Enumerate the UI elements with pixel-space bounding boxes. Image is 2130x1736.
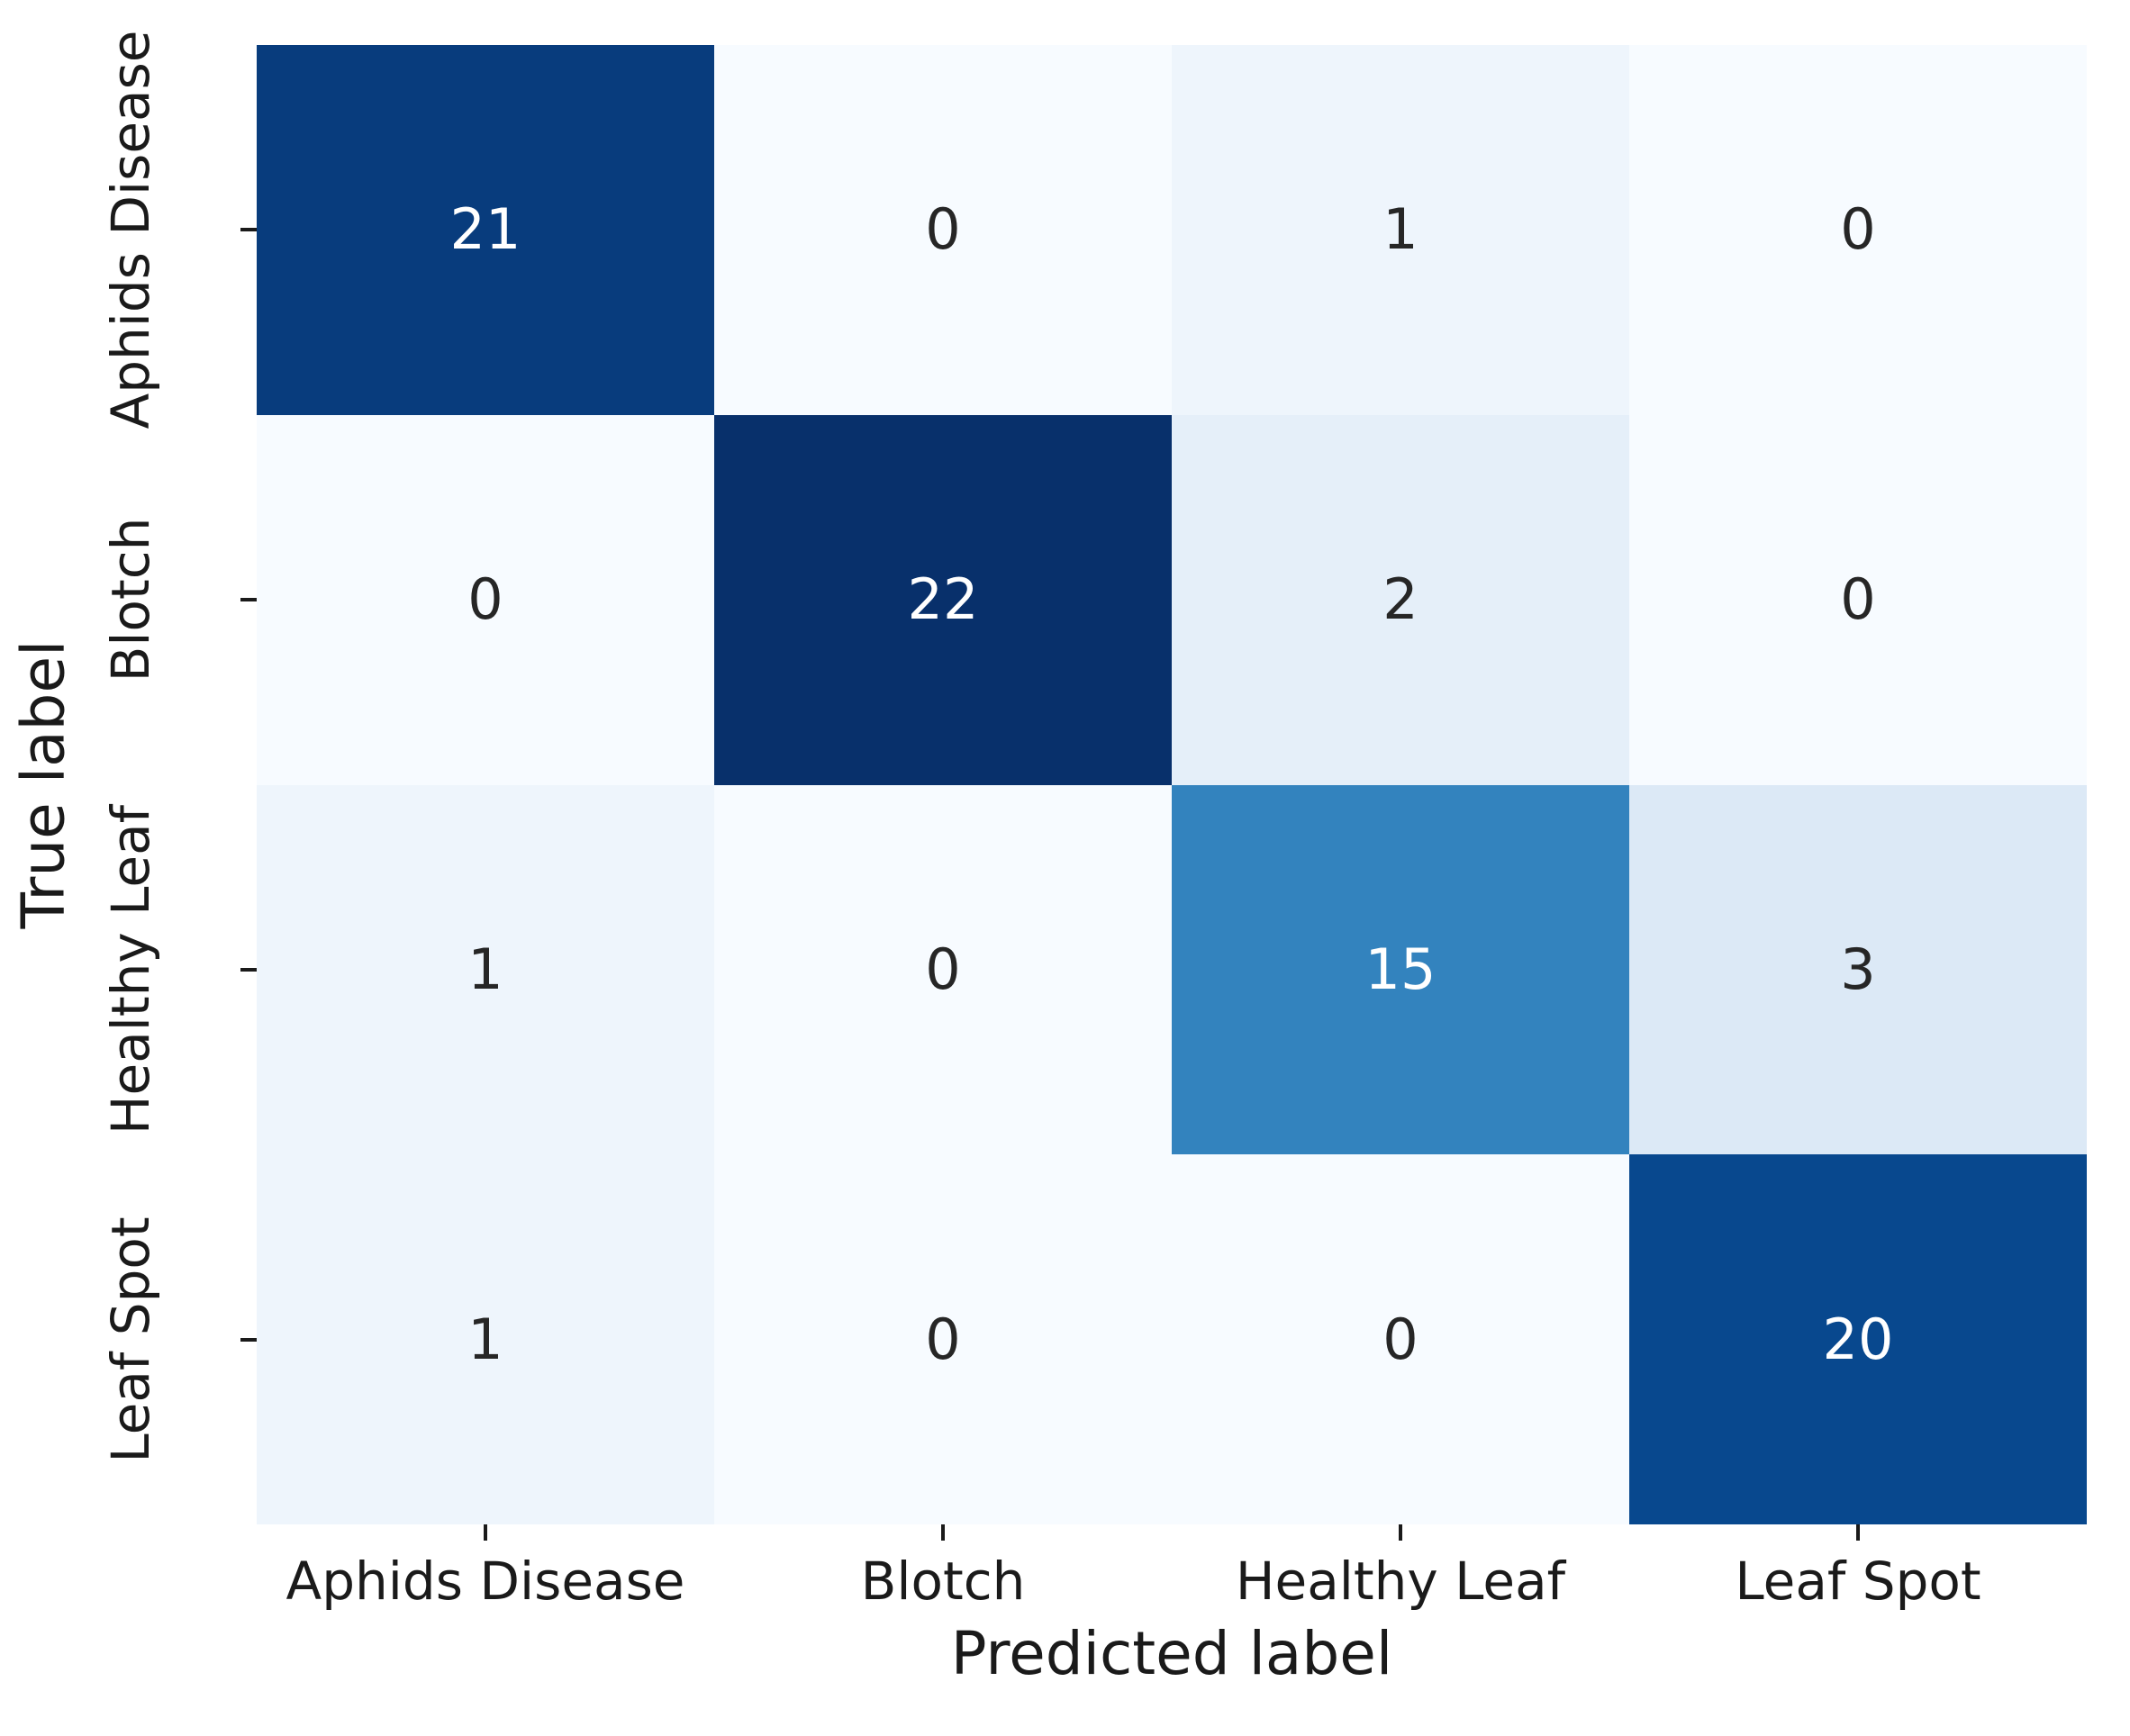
heatmap-cell-r2c2: 15 [1172, 784, 1629, 1155]
y-tick-label-leaf-spot: Leaf Spot [100, 1216, 161, 1463]
y-tick-mark [240, 228, 257, 231]
y-tick-mark [240, 598, 257, 601]
heatmap-cell-r0c0: 21 [257, 45, 714, 415]
cell-value: 2 [1382, 566, 1418, 633]
heatmap-cell-r1c2: 2 [1172, 414, 1629, 785]
cell-value: 1 [1382, 196, 1418, 263]
heatmap-cell-r3c3: 20 [1629, 1154, 2087, 1524]
heatmap-cell-r0c2: 1 [1172, 45, 1629, 415]
x-tick-label-healthy-leaf: Healthy Leaf [1235, 1551, 1566, 1612]
x-tick-label-leaf-spot: Leaf Spot [1735, 1551, 1981, 1612]
cell-value: 0 [1840, 566, 1876, 633]
cell-value: 0 [467, 566, 503, 633]
x-tick-mark [1856, 1524, 1860, 1541]
heatmap-cell-r3c0: 1 [257, 1154, 714, 1524]
heatmap-cell-r0c1: 0 [714, 45, 1172, 415]
y-axis-label: True label [8, 639, 78, 929]
cell-value: 0 [1382, 1306, 1418, 1372]
heatmap-cell-r1c0: 0 [257, 414, 714, 785]
x-tick-mark [484, 1524, 487, 1541]
y-tick-label-aphids-disease: Aphids Disease [100, 30, 161, 429]
cell-value: 3 [1840, 936, 1876, 1002]
heatmap-cell-r1c1: 22 [714, 414, 1172, 785]
cell-value: 0 [925, 1306, 961, 1372]
cell-value: 22 [907, 566, 979, 633]
y-tick-mark [240, 1338, 257, 1342]
y-tick-label-healthy-leaf: Healthy Leaf [100, 804, 161, 1135]
y-tick-mark [240, 968, 257, 972]
cell-value: 0 [925, 196, 961, 263]
cell-value: 0 [1840, 196, 1876, 263]
x-axis-label: Predicted label [950, 1619, 1393, 1688]
cell-value: 1 [467, 1306, 503, 1372]
heatmap-cell-r3c2: 0 [1172, 1154, 1629, 1524]
x-tick-label-aphids-disease: Aphids Disease [286, 1551, 685, 1612]
x-tick-label-blotch: Blotch [860, 1551, 1026, 1612]
cell-value: 1 [467, 936, 503, 1002]
heatmap-cell-r2c3: 3 [1629, 784, 2087, 1155]
heatmap-cell-r0c3: 0 [1629, 45, 2087, 415]
x-tick-mark [941, 1524, 945, 1541]
heatmap-cell-r2c1: 0 [714, 784, 1172, 1155]
heatmap-cell-r1c3: 0 [1629, 414, 2087, 785]
cell-value: 0 [925, 936, 961, 1002]
x-tick-mark [1399, 1524, 1402, 1541]
heatmap-cell-r2c0: 1 [257, 784, 714, 1155]
cell-value: 20 [1822, 1306, 1894, 1372]
cell-value: 21 [449, 196, 521, 263]
heatmap-plot-area: 21 0 1 0 0 22 2 0 1 0 15 3 1 0 0 20 [257, 45, 2087, 1524]
heatmap-cell-r3c1: 0 [714, 1154, 1172, 1524]
y-tick-label-blotch: Blotch [100, 517, 161, 683]
cell-value: 15 [1364, 936, 1437, 1002]
